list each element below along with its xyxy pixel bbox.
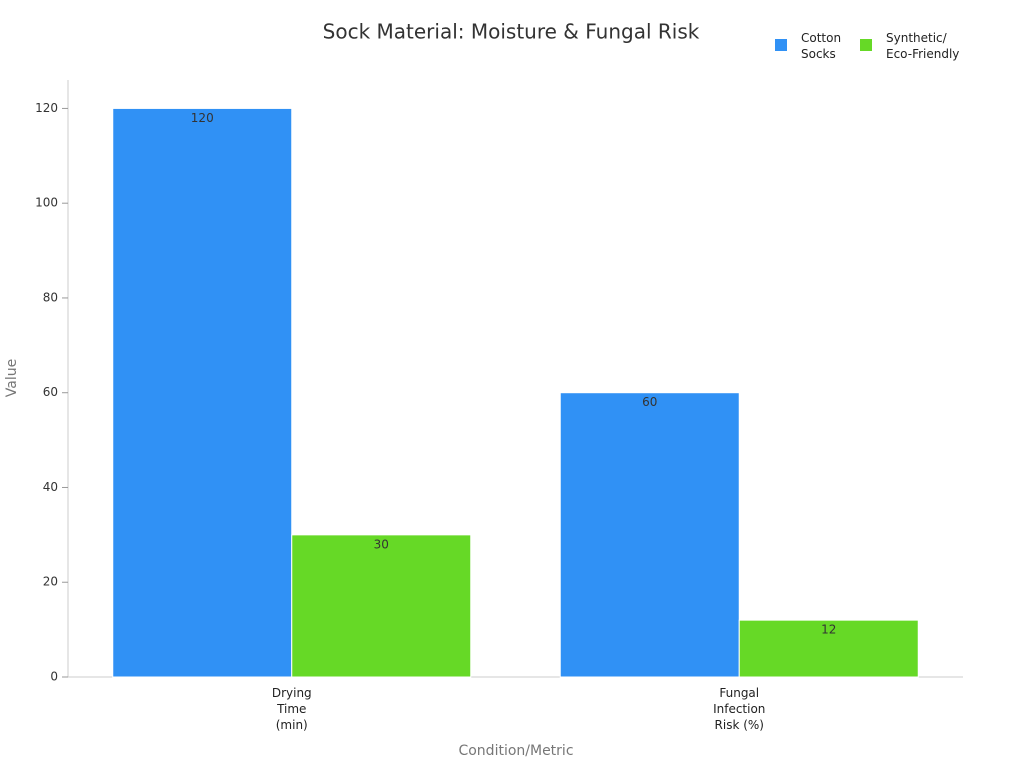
y-tick-label: 40: [43, 480, 58, 494]
value-label: 12: [821, 623, 836, 637]
y-tick-label: 20: [43, 575, 58, 589]
x-tick-label: Fungal Infection Risk (%): [713, 686, 766, 732]
bar: [738, 619, 919, 678]
value-label: 30: [374, 537, 389, 551]
bar: [112, 107, 293, 678]
legend-swatch: [775, 39, 787, 51]
value-label: 60: [642, 395, 657, 409]
y-tick-label: 60: [43, 385, 58, 399]
y-axis-title: Value: [4, 359, 20, 397]
legend-label: Cotton Socks: [801, 31, 842, 61]
x-tick-label: Drying Time (min): [271, 686, 312, 732]
bar: [559, 392, 740, 678]
y-tick-label: 120: [35, 101, 58, 115]
bar: [291, 534, 472, 678]
y-tick-label: 80: [43, 290, 58, 304]
value-label: 120: [191, 111, 214, 125]
x-axis-title: Condition/Metric: [458, 743, 573, 759]
y-tick-label: 100: [35, 196, 58, 210]
chart-title: Sock Material: Moisture & Fungal Risk: [323, 20, 700, 44]
legend-swatch: [860, 39, 872, 51]
y-tick-label: 0: [50, 670, 58, 684]
legend-label: Synthetic/ Eco-Friendly: [886, 31, 960, 61]
